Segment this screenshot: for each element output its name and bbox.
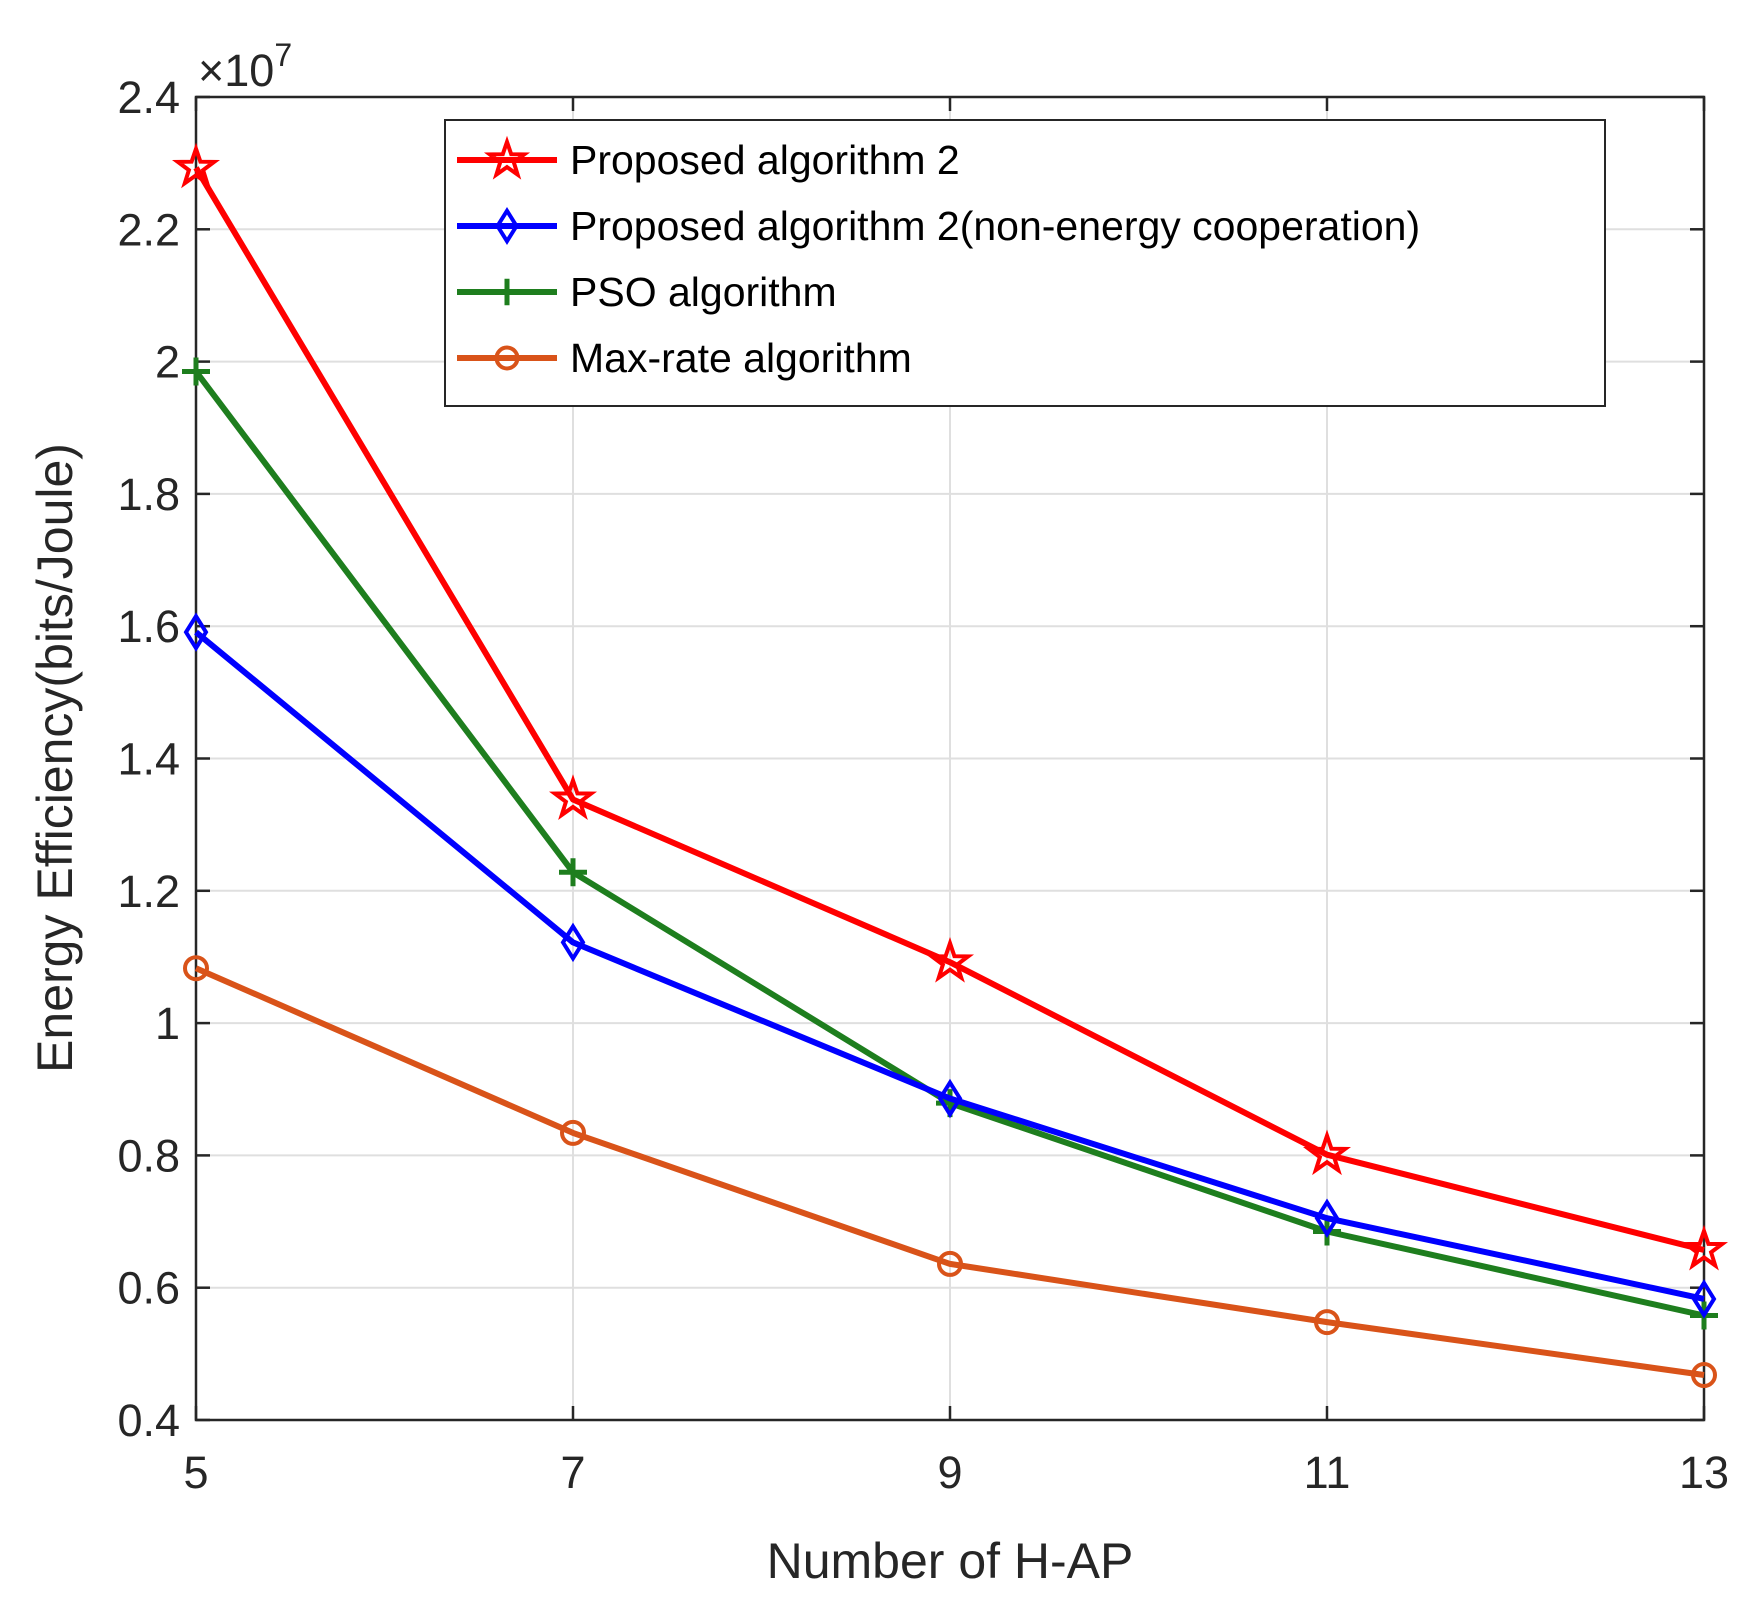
x-tick-label: 5 [183,1447,208,1498]
y-tick-label: 1.2 [117,866,180,917]
star-marker [548,774,598,820]
exponent-base: ×10 [198,45,274,96]
y-axis-label: Energy Efficiency(bits/Joule) [27,443,83,1073]
x-tick-label: 7 [560,1447,585,1498]
diamond-marker [183,612,209,652]
legend-label: Proposed algorithm 2(non-energy cooperat… [570,203,1420,249]
x-tick-label: 9 [937,1447,962,1498]
y-tick-label: 2.2 [117,204,180,255]
series-plus [182,357,1718,1330]
y-tick-label: 1.4 [117,734,180,785]
exponent-power: 7 [274,37,292,73]
legend-label: Proposed algorithm 2 [570,137,960,183]
x-tick-label: 11 [1304,1447,1351,1498]
legend-entry: Max-rate algorithm [457,335,912,381]
series-line [194,629,1705,1302]
axes: 5 7 9 11 13 0.4 0.6 0.8 1 1.2 1.4 1.6 1.8 2 2.2 2.4 [117,72,1729,1498]
circle-marker [560,1119,586,1146]
series-line [193,166,1705,1253]
plus-marker [559,858,587,887]
star-marker [1302,1129,1352,1176]
circle-marker [183,955,209,982]
series-circle [183,955,1717,1389]
series-layer [171,142,1729,1389]
y-tick-label: 2.4 [117,72,180,123]
diamond-marker [560,922,586,963]
legend: Proposed algorithm 2 Proposed algorithm 2… [444,119,1606,407]
series-line [194,965,1705,1378]
plus-marker [182,357,210,386]
y-tick-label: 2 [155,337,180,388]
star-marker [483,135,531,180]
plus-marker [493,278,521,306]
legend-box [444,119,1606,407]
series-diamond [183,612,1717,1319]
x-axis-label: Number of H-AP [767,1533,1134,1589]
series-star [171,142,1729,1271]
star-marker [1679,1224,1729,1271]
legend-entry: PSO algorithm [457,269,837,315]
legend-entry: Proposed algorithm 2(non-energy cooperat… [457,203,1420,249]
diamond-marker [1691,1279,1717,1319]
y-tick-label: 1.8 [117,469,180,520]
y-tick-label: 0.8 [117,1130,180,1181]
y-tick-label: 1.6 [117,601,180,652]
legend-entry: Proposed algorithm 2 [457,135,960,183]
legend-label: Max-rate algorithm [570,335,912,381]
y-tick-label: 0.6 [117,1263,180,1314]
circle-marker [937,1250,963,1277]
diamond-marker [1314,1198,1340,1239]
circle-marker [1691,1362,1717,1389]
y-axis-exponent: ×107 [198,37,292,96]
y-tick-label: 0.4 [117,1395,180,1446]
star-marker [171,142,221,189]
legend-label: PSO algorithm [570,269,837,315]
y-tick-label: 1 [155,998,180,1049]
diamond-marker [937,1078,963,1119]
circle-marker [494,345,520,371]
x-tick-label: 13 [1679,1447,1729,1498]
circle-marker [1314,1309,1340,1336]
star-marker [925,936,975,983]
diamond-marker [495,207,519,245]
